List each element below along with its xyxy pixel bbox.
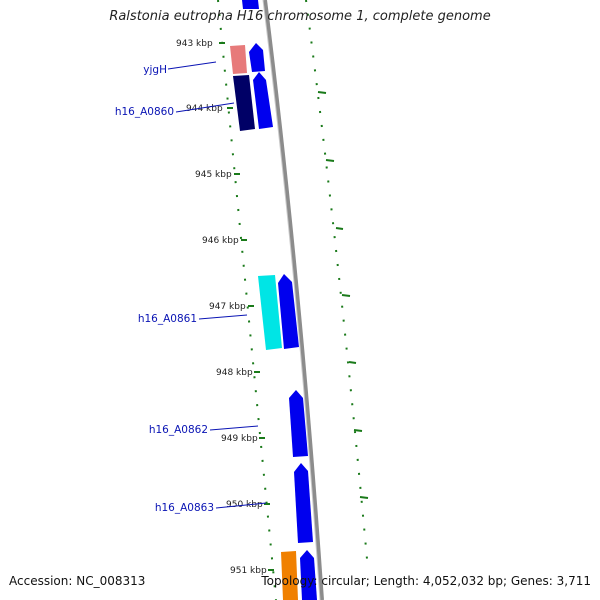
gene-feature-cds[interactable]	[289, 390, 308, 457]
gene-feature-cds[interactable]	[258, 275, 282, 350]
gene-feature-cds[interactable]	[249, 43, 265, 72]
gene-feature-cds[interactable]	[233, 75, 255, 131]
tick-label: 945 kbp	[195, 170, 232, 180]
gene-label-connectors	[167, 61, 267, 509]
tick-label: 943 kbp	[176, 39, 213, 49]
gene-features	[230, 0, 317, 600]
gene-feature-cds[interactable]	[294, 463, 313, 543]
topology-text: Topology: circular; Length: 4,052,032 bp…	[261, 574, 591, 588]
gene-feature-cds[interactable]	[278, 274, 299, 349]
tick-label: 946 kbp	[202, 236, 239, 246]
gc-dashes	[317, 91, 369, 499]
tick-marks	[219, 42, 274, 571]
gene-feature-cds[interactable]	[281, 551, 298, 600]
tick-label: 948 kbp	[216, 368, 253, 378]
gene-feature-cds[interactable]	[300, 550, 317, 600]
gene-feature-cds[interactable]	[253, 72, 273, 129]
tick-label: 944 kbp	[186, 104, 223, 114]
tick-label: 947 kbp	[209, 302, 246, 312]
gene-feature-rna[interactable]	[230, 45, 247, 74]
tick-label: 949 kbp	[221, 434, 258, 444]
accession-text: Accession: NC_008313	[9, 574, 146, 588]
gene-label-yjgH[interactable]: yjgH	[143, 64, 167, 76]
gene-label-h16-A0863[interactable]: h16_A0863	[155, 502, 214, 514]
map-title: Ralstonia eutropha H16 chromosome 1, com…	[109, 9, 491, 24]
gene-feature-cds[interactable]	[242, 0, 259, 9]
chromosome-backbone	[263, 0, 324, 600]
tick-label: 951 kbp	[230, 566, 267, 576]
gene-label-h16-A0860[interactable]: h16_A0860	[115, 106, 174, 118]
gene-label-h16-A0862[interactable]: h16_A0862	[149, 424, 208, 436]
gene-label-h16-A0861[interactable]: h16_A0861	[138, 313, 197, 325]
